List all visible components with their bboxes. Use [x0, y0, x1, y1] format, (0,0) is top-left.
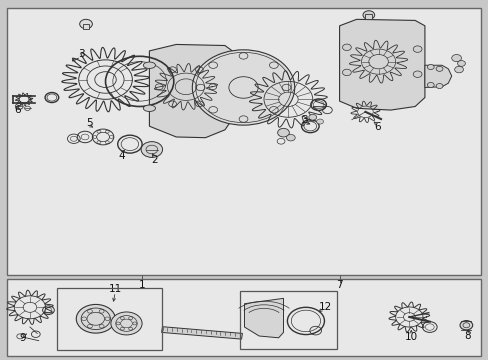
Text: 6: 6 — [373, 122, 380, 132]
Circle shape — [277, 129, 289, 137]
Circle shape — [454, 66, 463, 73]
Circle shape — [362, 11, 374, 19]
Circle shape — [435, 84, 442, 89]
Text: 10: 10 — [404, 332, 417, 342]
Text: 12: 12 — [318, 302, 331, 312]
Text: 3: 3 — [300, 115, 306, 125]
Circle shape — [141, 141, 162, 157]
Circle shape — [457, 60, 465, 66]
Circle shape — [427, 64, 433, 69]
Ellipse shape — [143, 62, 155, 68]
Bar — [365, 14, 371, 19]
Circle shape — [412, 46, 421, 52]
Circle shape — [316, 119, 323, 124]
Circle shape — [308, 114, 316, 120]
Circle shape — [427, 82, 433, 87]
Polygon shape — [149, 44, 232, 138]
Text: 7: 7 — [336, 280, 342, 290]
Polygon shape — [339, 19, 424, 110]
Bar — [82, 24, 89, 30]
Bar — [57, 288, 161, 350]
Ellipse shape — [143, 105, 155, 112]
Polygon shape — [424, 65, 451, 87]
Bar — [6, 279, 480, 356]
Circle shape — [111, 312, 142, 335]
Circle shape — [286, 134, 295, 141]
Text: 11: 11 — [108, 284, 122, 294]
Circle shape — [342, 44, 350, 50]
Text: 6: 6 — [15, 105, 21, 115]
Circle shape — [412, 71, 421, 77]
Circle shape — [76, 305, 115, 333]
Text: 3: 3 — [78, 49, 84, 59]
Text: 5: 5 — [86, 118, 93, 128]
Circle shape — [80, 19, 92, 29]
Text: 4: 4 — [118, 150, 124, 161]
Circle shape — [435, 66, 442, 71]
Circle shape — [342, 69, 350, 76]
Text: 2: 2 — [151, 155, 158, 165]
Text: 8: 8 — [464, 331, 470, 341]
Text: 1: 1 — [139, 280, 145, 290]
Circle shape — [459, 320, 472, 330]
Circle shape — [451, 54, 461, 62]
Bar — [6, 8, 480, 275]
Polygon shape — [244, 298, 283, 338]
Bar — [239, 291, 336, 348]
Text: 9: 9 — [20, 333, 26, 343]
Bar — [161, 327, 242, 339]
Circle shape — [192, 50, 294, 125]
